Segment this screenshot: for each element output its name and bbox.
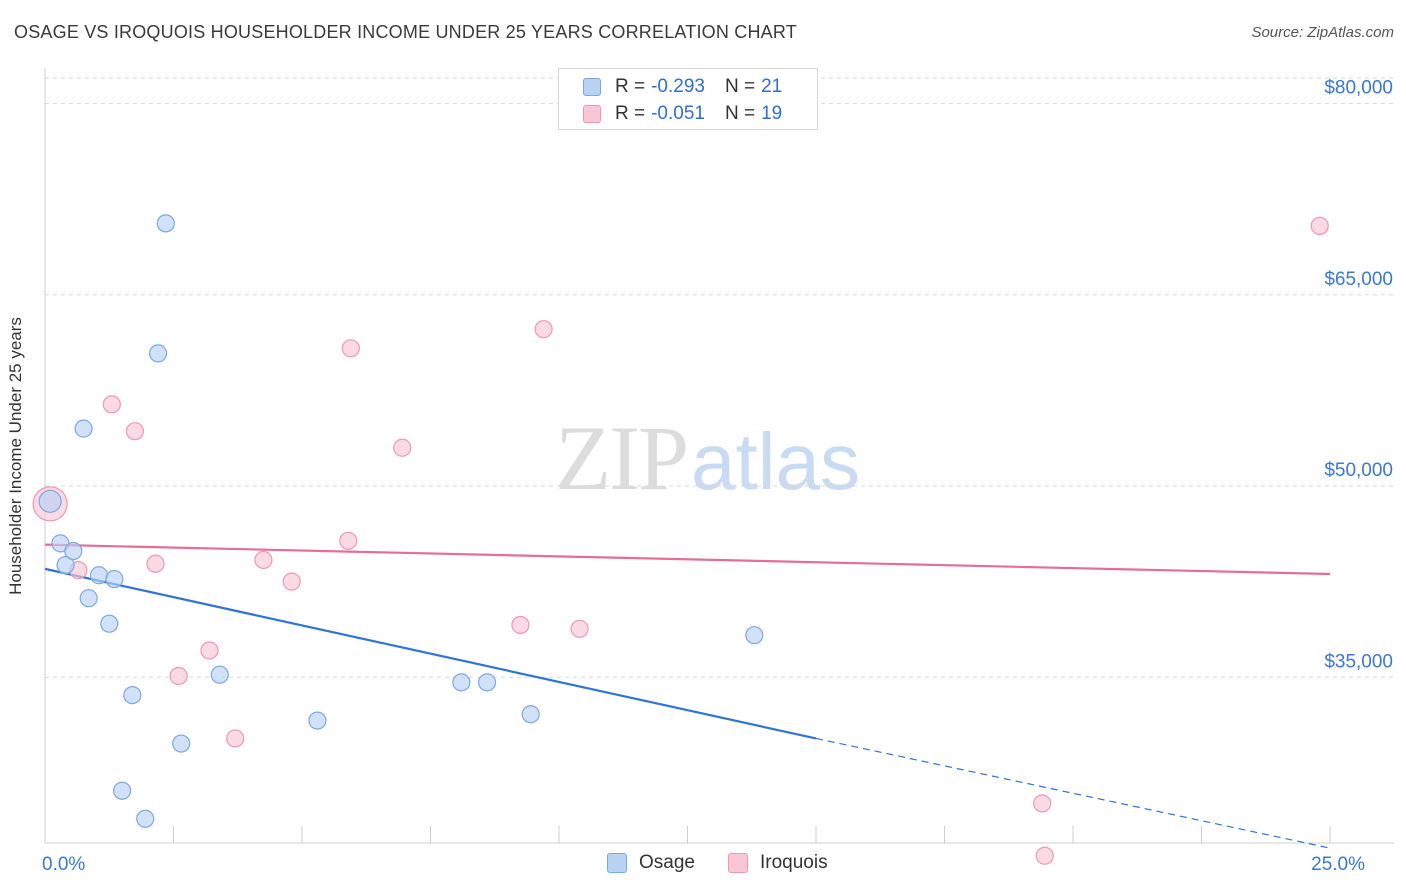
iroquois-point (169, 666, 188, 686)
legend-item-label: Iroquois (760, 852, 828, 873)
osage-trend-extension (815, 737, 1331, 849)
osage-point (64, 541, 83, 561)
osage-point (89, 566, 109, 585)
osage-point (112, 781, 132, 800)
y-tick-label: $80,000 (1324, 78, 1393, 99)
osage-point (308, 711, 327, 730)
osage-point (79, 589, 98, 608)
osage-point (156, 214, 175, 233)
osage-point (100, 614, 119, 633)
osage-point (74, 419, 93, 438)
legend-row-iroquois: R = -0.051 N = 19 (583, 102, 782, 126)
iroquois-point (511, 615, 530, 635)
osage-point (105, 569, 124, 589)
iroquois-point (102, 395, 121, 414)
legend-item-label: Osage (639, 852, 695, 873)
iroquois-swatch (583, 105, 601, 123)
osage-legend-swatch (607, 853, 627, 873)
source-label: Source: ZipAtlas.com (1251, 24, 1394, 41)
osage-point (745, 626, 764, 645)
osage-point (56, 555, 75, 575)
legend-n-label: N = (724, 76, 756, 97)
point-layer (32, 214, 1329, 865)
grid-layer (45, 77, 1394, 678)
legend-n-value: 19 (761, 103, 783, 124)
x-tick-label: 0.0% (42, 854, 85, 875)
legend-r-label: R = (615, 76, 646, 97)
iroquois-point (341, 339, 360, 358)
iroquois-point (125, 422, 145, 441)
iroquois-point (1035, 846, 1054, 865)
trend-layer (44, 543, 1331, 849)
axis-layer (44, 68, 1394, 844)
osage-point (148, 344, 168, 363)
legend-item-iroquois[interactable]: Iroquois (728, 852, 828, 874)
legend-r-value: -0.051 (651, 103, 705, 124)
correlation-legend: R = -0.293 N = 21 R = -0.051 N = 19 (558, 68, 818, 130)
iroquois-point (339, 531, 358, 550)
iroquois-point (226, 729, 245, 748)
legend-row-osage: R = -0.293 N = 21 (583, 75, 782, 99)
legend-n-label: N = (724, 103, 756, 124)
osage-point (521, 705, 540, 724)
legend-r-label: R = (615, 103, 646, 124)
series-legend: Osage Iroquois (0, 852, 1406, 878)
osage-point (210, 665, 229, 684)
osage-trend-line (44, 567, 817, 740)
iroquois-legend-swatch (728, 853, 748, 873)
y-tick-label: $65,000 (1324, 269, 1393, 290)
iroquois-point (393, 438, 412, 457)
legend-n-value: 21 (761, 76, 783, 97)
iroquois-point (200, 641, 219, 660)
iroquois-point (254, 550, 273, 570)
osage-point (123, 685, 142, 705)
iroquois-point (570, 619, 589, 638)
x-tick-label: 25.0% (1311, 854, 1365, 875)
osage-point (38, 489, 62, 513)
osage-point (172, 734, 191, 753)
osage-point (452, 673, 471, 692)
iroquois-point (146, 554, 165, 573)
tick-label-layer: $35,000 $50,000 $65,000 $80,000 0.0% 25.0% (42, 78, 1393, 876)
iroquois-trend-line (44, 543, 1331, 576)
iroquois-point (282, 572, 301, 591)
chart-title: OSAGE VS IROQUOIS HOUSEHOLDER INCOME UND… (14, 22, 797, 42)
iroquois-point (534, 320, 553, 339)
iroquois-point (1310, 216, 1329, 235)
osage-point (477, 673, 497, 692)
iroquois-point (1033, 794, 1052, 813)
legend-item-osage[interactable]: Osage (607, 852, 695, 874)
legend-r-value: -0.293 (651, 76, 705, 97)
y-tick-label: $50,000 (1324, 460, 1393, 481)
osage-point (136, 809, 155, 828)
osage-swatch (583, 78, 601, 96)
y-axis-label: Householder Income Under 25 years (6, 317, 25, 595)
y-tick-label: $35,000 (1324, 651, 1393, 672)
